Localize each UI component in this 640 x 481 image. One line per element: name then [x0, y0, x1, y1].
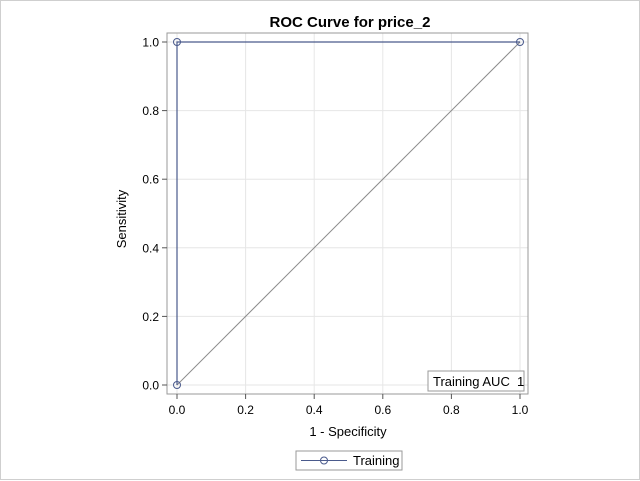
auc-inset-label: Training AUC 1	[433, 374, 524, 389]
training-markers	[173, 38, 524, 389]
x-tick-label: 0.2	[237, 403, 254, 417]
y-tick-label: 0.0	[142, 379, 159, 393]
x-tick-label: 0.8	[443, 403, 460, 417]
x-tick-label: 1.0	[512, 403, 529, 417]
x-tick-label: 0.0	[169, 403, 186, 417]
y-tick-label: 0.6	[142, 173, 159, 187]
y-tick-label: 1.0	[142, 36, 159, 50]
legend: Training	[295, 450, 403, 471]
legend-label: Training	[353, 453, 399, 468]
y-tick-label: 0.2	[142, 310, 159, 324]
grid-lines	[167, 33, 528, 394]
x-tick-label: 0.4	[306, 403, 323, 417]
diagonal-reference-line	[176, 41, 521, 386]
axis-ticks: 0.0 0.2 0.4 0.6 0.8 1.0 0.0 0.2 0.4 0.6 0.8 1.0	[142, 36, 528, 418]
auc-inset-box	[427, 370, 525, 392]
training-point-marker	[173, 38, 181, 46]
training-roc-line	[176, 41, 520, 385]
training-point-marker	[173, 381, 181, 389]
y-tick-label: 0.4	[142, 241, 159, 255]
x-tick-label: 0.6	[374, 403, 391, 417]
auc-inset: Training AUC 1	[427, 370, 525, 392]
y-axis-label: Sensitivity	[114, 189, 129, 248]
plot-area	[166, 32, 529, 395]
training-point-marker	[516, 38, 524, 46]
x-axis-label: 1 - Specificity	[309, 424, 387, 439]
y-tick-label: 0.8	[142, 104, 159, 118]
legend-box	[295, 450, 403, 471]
legend-marker-swatch	[320, 456, 328, 465]
chart-title: ROC Curve for price_2	[270, 14, 431, 31]
